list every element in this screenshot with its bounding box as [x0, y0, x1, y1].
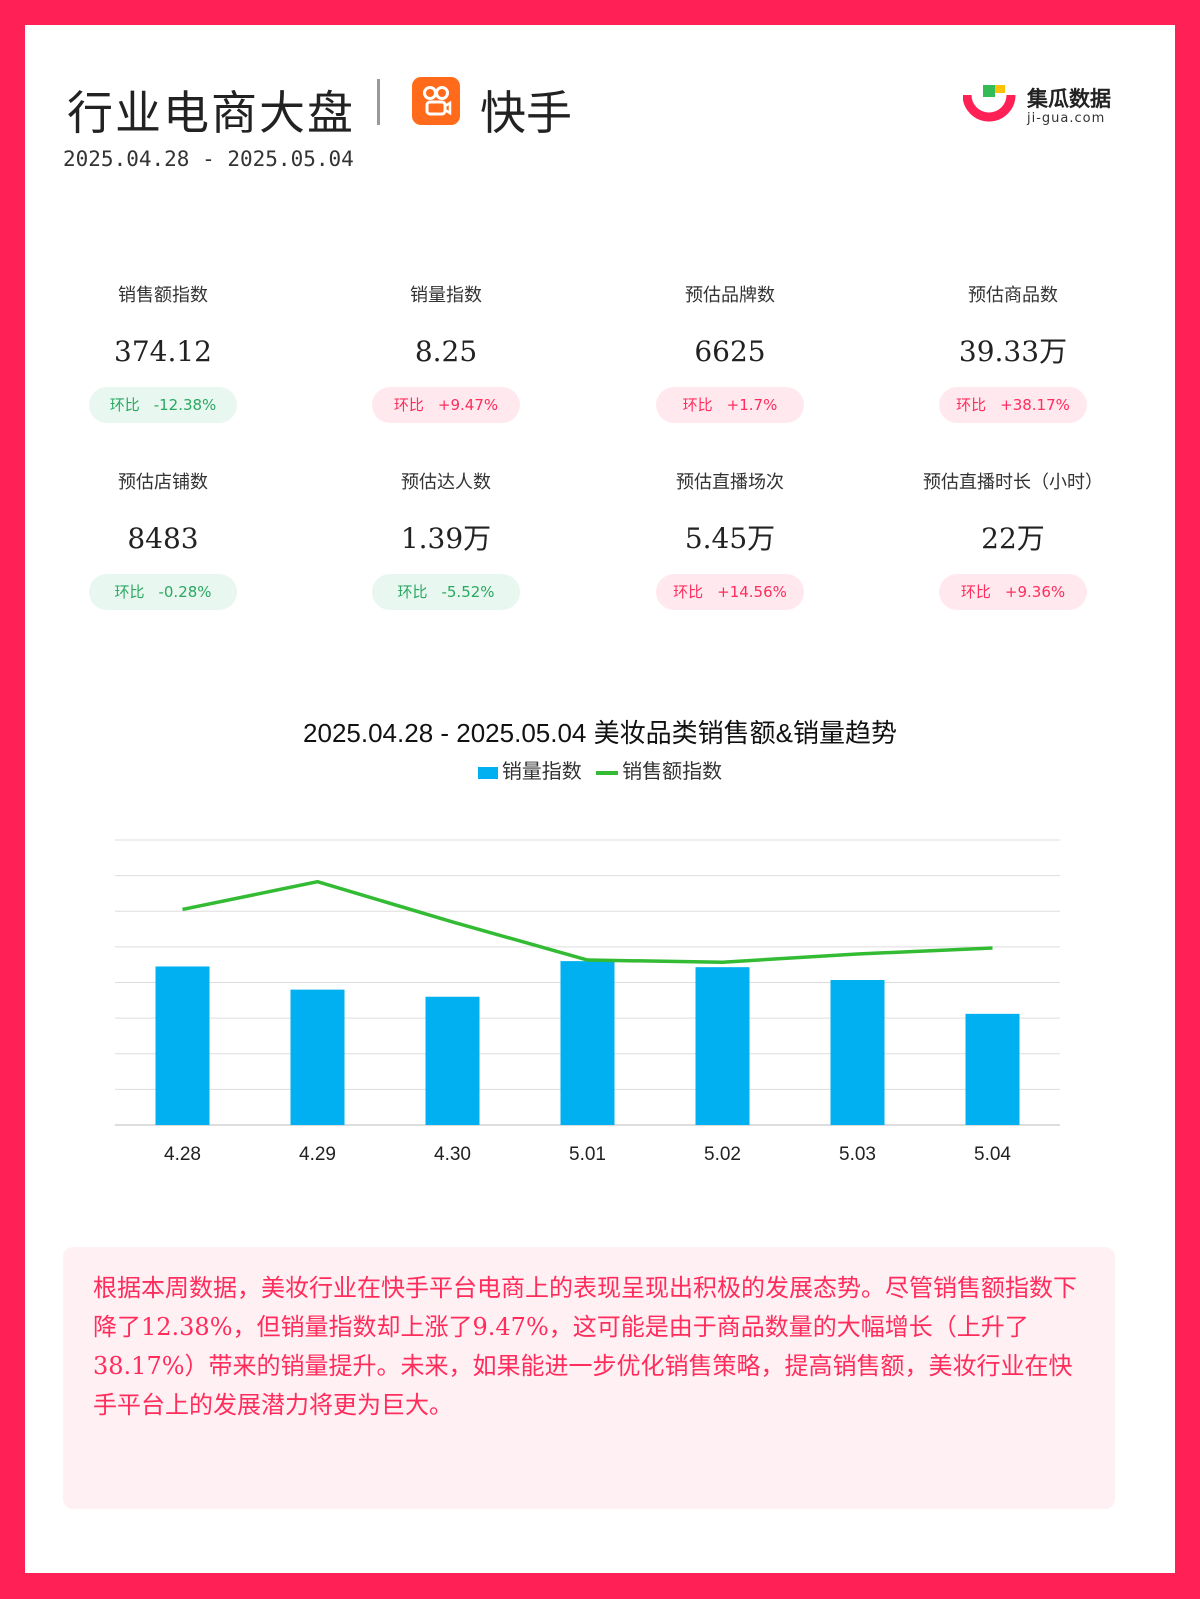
- badge-prefix: 环比: [682, 396, 713, 414]
- stat-card: 预估达人数 1.39万 环比 -5.52%: [326, 470, 566, 610]
- stat-value: 8.25: [414, 335, 478, 368]
- x-tick-label: 5.01: [569, 1144, 606, 1165]
- badge-value: +9.47%: [437, 396, 499, 414]
- bar-sales-volume: [695, 967, 750, 1125]
- badge-value: +14.56%: [717, 583, 787, 601]
- badge-value: -0.28%: [158, 583, 212, 601]
- x-tick-label: 5.04: [974, 1144, 1011, 1165]
- stat-card: 预估店铺数 8483 环比 -0.28%: [43, 470, 283, 610]
- stat-value: 8483: [127, 522, 199, 555]
- legend-item-sales-volume: 销量指数: [477, 755, 582, 784]
- stat-card: 销售额指数 374.12 环比 -12.38%: [43, 283, 283, 423]
- stat-value: 1.39万: [400, 522, 492, 555]
- legend-swatch: [477, 766, 498, 779]
- badge-value: +1.7%: [726, 396, 778, 414]
- stat-label: 预估商品数: [968, 285, 1058, 306]
- summary-box: 根据本周数据，美妆行业在快手平台电商上的表现呈现出积极的发展态势。尽管销售额指数…: [63, 1247, 1115, 1509]
- bar-sales-volume: [965, 1013, 1020, 1125]
- brand-name: 集瓜数据: [1027, 87, 1111, 111]
- stat-change-badge: 环比 +9.36%: [939, 574, 1087, 610]
- badge-prefix: 环比: [956, 396, 987, 414]
- jigua-logo-icon: [962, 85, 1019, 133]
- bar-sales-volume: [560, 961, 615, 1125]
- stat-label: 预估直播场次: [676, 472, 784, 493]
- bar-sales-volume: [425, 996, 480, 1125]
- brand-url: ji-gua.com: [1027, 111, 1106, 126]
- stat-change-badge: 环比 +38.17%: [939, 387, 1087, 423]
- x-tick-label: 4.30: [434, 1144, 471, 1165]
- stat-label: 销售额指数: [118, 285, 208, 306]
- date-range: 2025.04.28 - 2025.05.04: [63, 147, 354, 171]
- legend-item-sales-amount: 销售额指数: [596, 755, 722, 784]
- badge-prefix: 环比: [960, 583, 991, 601]
- badge-prefix: 环比: [109, 396, 140, 414]
- stat-label: 预估达人数: [401, 472, 491, 493]
- platform-name: 快手: [480, 86, 572, 140]
- stat-change-badge: 环比 +9.47%: [372, 387, 520, 423]
- stat-card: 预估直播时长（小时） 22万 环比 +9.36%: [893, 470, 1133, 610]
- kuaishou-logo-icon: [412, 77, 460, 125]
- stat-change-badge: 环比 -12.38%: [89, 387, 237, 423]
- badge-prefix: 环比: [393, 396, 424, 414]
- badge-prefix: 环比: [397, 583, 428, 601]
- x-tick-label: 4.29: [299, 1144, 336, 1165]
- badge-value: +38.17%: [1000, 396, 1070, 414]
- stat-value: 22万: [981, 522, 1045, 555]
- x-tick-label: 5.03: [839, 1144, 876, 1165]
- chart-legend: 销量指数 销售额指数: [25, 755, 1175, 784]
- stat-label: 预估店铺数: [118, 472, 208, 493]
- legend-label: 销售额指数: [622, 759, 723, 783]
- stat-card: 预估直播场次 5.45万 环比 +14.56%: [610, 470, 850, 610]
- line-sales-amount: [182, 879, 993, 964]
- badge-value: -5.52%: [441, 583, 495, 601]
- badge-prefix: 环比: [673, 583, 704, 601]
- stat-change-badge: 环比 -5.52%: [372, 574, 520, 610]
- chart-title: 2025.04.28 - 2025.05.04 美妆品类销售额&销量趋势: [303, 718, 897, 748]
- stat-value: 374.12: [114, 335, 212, 368]
- stat-change-badge: 环比 +14.56%: [656, 574, 804, 610]
- badge-value: +9.36%: [1004, 583, 1066, 601]
- stat-value: 6625: [694, 335, 766, 368]
- bar-sales-volume: [290, 989, 345, 1125]
- stat-value: 39.33万: [958, 335, 1068, 368]
- stat-value: 5.45万: [684, 522, 776, 555]
- stat-label: 销量指数: [410, 285, 482, 306]
- legend-label: 销量指数: [501, 759, 582, 783]
- summary-text: 根据本周数据，美妆行业在快手平台电商上的表现呈现出积极的发展态势。尽管销售额指数…: [93, 1274, 1077, 1419]
- x-tick-label: 5.02: [704, 1144, 741, 1165]
- stat-label: 预估直播时长（小时）: [923, 472, 1103, 493]
- stat-change-badge: 环比 -0.28%: [89, 574, 237, 610]
- stat-card: 销量指数 8.25 环比 +9.47%: [326, 283, 566, 423]
- trend-chart: 4.28 4.29 4.30 5.01 5.02 5.03 5.04: [115, 839, 1060, 1165]
- page-title: 行业电商大盘: [67, 86, 355, 140]
- badge-prefix: 环比: [114, 583, 145, 601]
- title-divider: [377, 79, 380, 125]
- bar-sales-volume: [830, 980, 885, 1125]
- stat-change-badge: 环比 +1.7%: [656, 387, 804, 423]
- badge-value: -12.38%: [153, 396, 217, 414]
- stat-card: 预估商品数 39.33万 环比 +38.17%: [893, 283, 1133, 423]
- stat-label: 预估品牌数: [685, 285, 775, 306]
- legend-swatch: [596, 770, 619, 775]
- stat-card: 预估品牌数 6625 环比 +1.7%: [610, 283, 850, 423]
- x-tick-label: 4.28: [164, 1144, 201, 1165]
- bar-sales-volume: [155, 966, 210, 1125]
- report-page: 行业电商大盘 快手 2025.04.28 - 2025.05.04 集瓜数据 j…: [25, 25, 1175, 1573]
